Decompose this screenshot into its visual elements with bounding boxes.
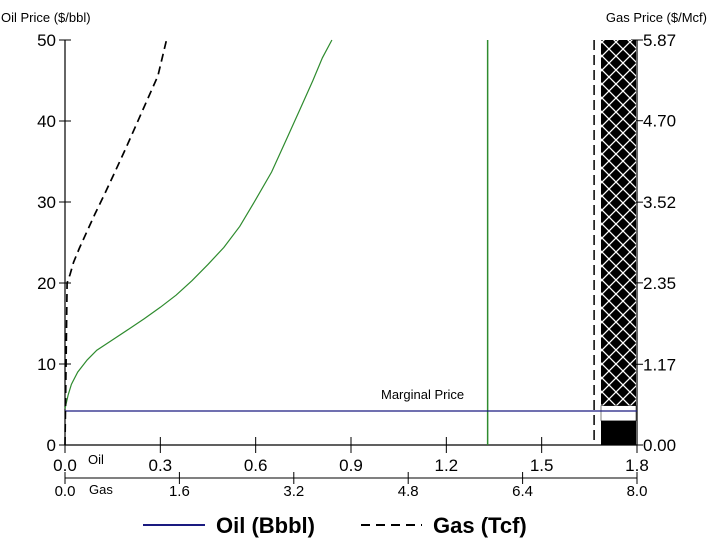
left-tick-label: 30 [37,193,56,212]
oil-x-tick-label: 1.5 [530,456,554,475]
legend-oil-label: Oil (Bbbl) [216,513,315,538]
price-bar-crosshatch [601,40,636,406]
right-tick-label: 0.00 [643,436,676,455]
oil-axis-title: Oil [88,452,104,467]
gas-x-tick-label: 8.0 [627,483,648,500]
left-tick-label: 50 [37,31,56,50]
gas-x-tick-label: 0.0 [55,483,76,500]
gas-series-line [64,39,168,446]
right-tick-label: 1.17 [643,355,676,374]
marginal-price-label: Marginal Price [381,387,464,402]
right-tick-label: 4.70 [643,112,676,131]
left-tick-label: 10 [37,355,56,374]
left-tick-label: 20 [37,274,56,293]
gas-x-tick-label: 3.2 [283,483,304,500]
price-bar [600,40,637,445]
gas-x-tick-label: 6.4 [512,483,533,500]
gas-x-tick-label: 1.6 [169,483,190,500]
right-tick-label: 3.52 [643,193,676,212]
oil-series-line [64,39,333,409]
ticks-layer: 0 10 20 30 40 50 0.00 1.17 2.35 3.52 4.70 5.87 0.0 0.… [37,31,676,500]
gas-x-tick-label: 4.8 [398,483,419,500]
price-bar-white [600,405,637,422]
series-layer [64,39,637,446]
right-axis-title: Gas Price ($/Mcf) [606,10,707,25]
oil-x-tick-label: 1.8 [625,456,649,475]
gas-axis-title: Gas [89,482,113,497]
legend-gas-label: Gas (Tcf) [433,513,527,538]
oil-x-tick-label: 1.2 [435,456,459,475]
right-tick-label: 2.35 [643,274,676,293]
left-tick-label: 40 [37,112,56,131]
oil-x-tick-label: 0.3 [149,456,173,475]
oil-x-tick-label: 0.0 [53,456,77,475]
price-bar-solid [601,420,636,445]
oil-x-tick-label: 0.6 [244,456,268,475]
right-tick-label: 5.87 [643,31,676,50]
left-tick-label: 0 [47,436,56,455]
left-axis-title: Oil Price ($/bbl) [1,10,91,25]
oil-x-tick-label: 0.9 [339,456,363,475]
